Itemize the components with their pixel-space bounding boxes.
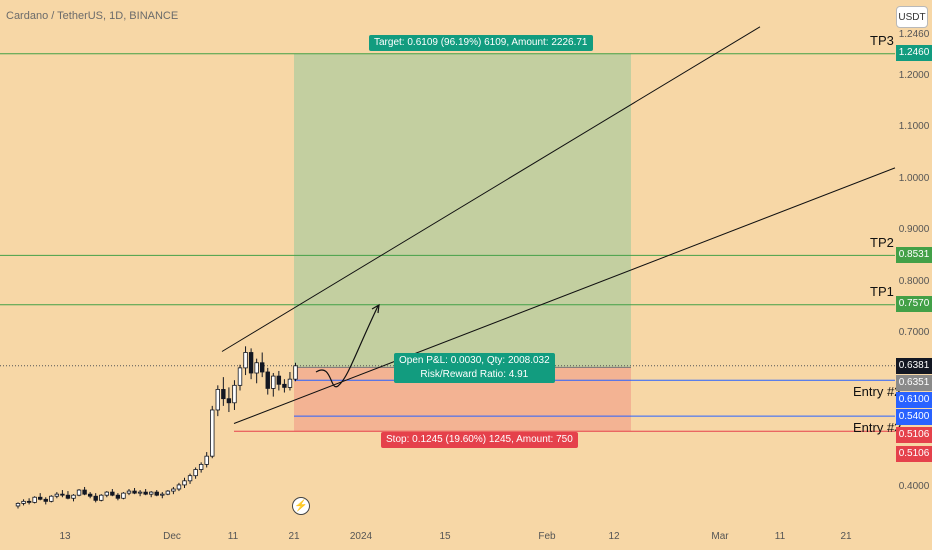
candle-body	[210, 409, 215, 457]
candle-body	[160, 493, 165, 496]
candle-body	[115, 494, 121, 499]
candle-body	[226, 398, 232, 404]
candle-body	[248, 352, 254, 374]
price-badge-stop-2: 0.5106	[896, 446, 932, 462]
candle-body	[293, 365, 298, 380]
candle-body	[276, 375, 282, 385]
candle-body	[49, 495, 54, 502]
symbol-title: Cardano / TetherUS, 1D, BINANCE	[6, 10, 179, 22]
candle-body	[87, 493, 93, 497]
level-label-tp3: TP3	[870, 33, 894, 48]
projection-arrow	[315, 305, 379, 388]
y-tick: 0.9000	[898, 224, 930, 235]
level-label-tp2: TP2	[870, 235, 894, 250]
candle-body	[104, 491, 109, 496]
price-badge-last: 0.6381	[896, 358, 932, 374]
level-label-entry3: Entry #3	[853, 420, 902, 435]
price-badge-tp2: 0.8531	[896, 247, 932, 263]
candle-body	[38, 496, 43, 500]
candle-body	[254, 362, 259, 374]
x-tick: 21	[840, 531, 852, 542]
lower-trendline	[233, 167, 896, 424]
stop-label: Stop: 0.1245 (19.60%) 1245, Amount: 750	[381, 432, 578, 448]
x-tick: 13	[59, 531, 71, 542]
pnl-line1: Open P&L: 0.0030, Qty: 2008.032	[399, 355, 550, 366]
candle-body	[154, 491, 159, 496]
candle-body	[93, 495, 98, 501]
candle-body	[198, 463, 204, 470]
x-tick: 11	[774, 531, 786, 542]
x-tick: Dec	[163, 531, 181, 542]
pnl-label: Open P&L: 0.0030, Qty: 2008.032 Risk/Rew…	[394, 353, 555, 383]
candle-body	[76, 489, 82, 496]
candle-body	[182, 480, 187, 486]
y-tick: 0.7000	[898, 327, 930, 338]
candle-body	[148, 491, 154, 495]
y-tick: 1.2000	[898, 70, 930, 81]
x-tick: 21	[288, 531, 300, 542]
candle-body	[126, 490, 132, 494]
candle-body	[21, 500, 26, 504]
candle-body	[60, 493, 65, 496]
candle-body	[237, 367, 243, 386]
level-label-entry2: Entry #2	[853, 384, 902, 399]
candle-body	[232, 384, 237, 404]
x-tick: 2024	[349, 531, 373, 542]
x-tick: Feb	[538, 531, 556, 542]
candle-body	[204, 455, 209, 465]
pnl-line2: Risk/Reward Ratio: 4.91	[420, 369, 529, 380]
candle-body	[215, 389, 220, 411]
x-tick: 15	[439, 531, 451, 542]
price-badge-stop: 0.5106	[896, 427, 932, 443]
x-tick: Mar	[711, 531, 729, 542]
candle-body	[165, 490, 171, 495]
candle-body	[265, 371, 270, 389]
candle-body	[137, 491, 143, 494]
candle-body	[143, 491, 148, 495]
candle-body	[121, 492, 126, 499]
flash-icon[interactable]: ⚡	[292, 497, 310, 515]
target-zone	[294, 53, 631, 368]
price-badge-entry2: 0.6100	[896, 392, 932, 408]
y-tick: 1.1000	[898, 121, 930, 132]
price-badge-tp1: 0.7570	[896, 296, 932, 312]
projection-arrowhead	[371, 303, 380, 314]
candle-body	[54, 493, 60, 497]
y-tick: 1.0000	[898, 173, 930, 184]
candle-body	[65, 494, 71, 499]
candle-body	[176, 484, 182, 490]
candle-body	[43, 498, 48, 502]
price-badge-entry: 0.6351	[896, 375, 932, 391]
level-label-tp1: TP1	[870, 284, 894, 299]
x-tick: 11	[227, 531, 239, 542]
candle-body	[221, 389, 226, 400]
candle-body	[282, 383, 287, 388]
y-tick: 0.8000	[898, 276, 930, 287]
price-badge-tp3: 1.2460	[896, 45, 932, 61]
candle-body	[271, 375, 276, 389]
price-badge-entry3: 0.5400	[896, 409, 932, 425]
candle-body	[243, 352, 248, 369]
candle-body	[171, 488, 176, 492]
candle-body	[82, 489, 87, 495]
candle-body	[99, 494, 104, 501]
y-tick: 0.4000	[898, 481, 930, 492]
target-label: Target: 0.6109 (96.19%) 6109, Amount: 22…	[369, 35, 593, 51]
candle-body	[259, 362, 265, 373]
x-tick: 12	[608, 531, 620, 542]
candle-body	[193, 469, 198, 477]
candle-body	[71, 494, 76, 499]
candle-body	[187, 475, 193, 482]
y-tick: 1.2460	[898, 29, 930, 40]
candle-body	[15, 502, 21, 507]
candle-body	[287, 378, 293, 388]
currency-button[interactable]: USDT	[896, 6, 928, 28]
candle-body	[32, 496, 37, 503]
upper-trendline	[221, 26, 761, 352]
candle-body	[110, 491, 115, 496]
candle-body	[132, 490, 137, 494]
candle-body	[26, 500, 32, 503]
